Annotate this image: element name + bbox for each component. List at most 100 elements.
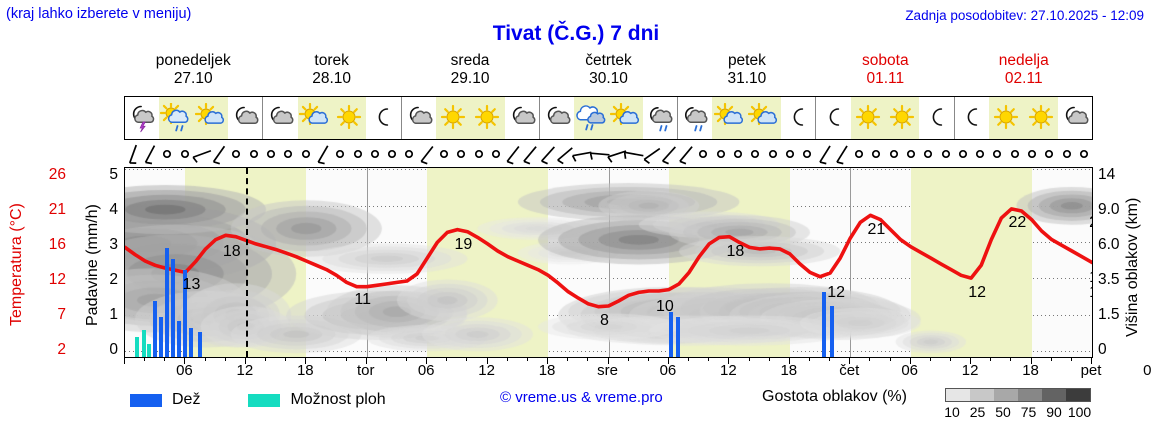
- density-tick: 10: [944, 404, 960, 420]
- day-header-row: ponedeljek 27.10 torek 28.10 sreda 29.10 četrt…: [124, 52, 1093, 88]
- copyright-link[interactable]: © vreme.us & vreme.pro: [500, 389, 663, 406]
- hour-tick: [244, 358, 246, 364]
- temperature-label: 21: [867, 221, 886, 239]
- cloud-height-tick: 6.0: [1098, 236, 1120, 253]
- precipitation-tick: 0: [109, 341, 118, 358]
- wind-calm-icon: [1023, 141, 1040, 167]
- hour-tick: [768, 358, 770, 361]
- wind-barb-icon: [141, 141, 158, 167]
- wind-barb-icon: [660, 141, 677, 167]
- wind-barb-icon: [192, 141, 212, 167]
- weather-icon-cloud-rain: [574, 97, 609, 139]
- precipitation-axis-ticks: 5 4 3 2 1 0: [100, 166, 118, 358]
- hour-tick: [688, 358, 690, 361]
- wind-calm-icon: [885, 141, 902, 167]
- day-date: 28.10: [312, 70, 352, 87]
- temperature-label: 22: [1008, 214, 1027, 232]
- hour-label: 06: [176, 362, 193, 379]
- density-tick: 50: [995, 404, 1011, 420]
- day-date: 01.11: [866, 70, 905, 87]
- wind-calm-icon: [159, 141, 176, 167]
- weather-icon-moon-cloud-showers: [643, 97, 677, 139]
- day-date: 29.10: [450, 70, 490, 87]
- temperature-label: 12: [1089, 284, 1092, 302]
- wind-calm-icon: [747, 141, 764, 167]
- wind-barb-icon: [607, 141, 627, 167]
- wind-calm-icon: [332, 141, 349, 167]
- weather-icon-moon: [366, 97, 400, 139]
- cloud-density-legend: Gostota oblakov (%): [762, 388, 907, 406]
- showers-bar: [142, 329, 147, 357]
- cloud-height-tick: 0: [1098, 341, 1107, 358]
- hour-tick: [909, 358, 911, 364]
- day-date: 02.11: [1004, 70, 1043, 87]
- hour-tick: [748, 358, 750, 361]
- hour-tick: [506, 358, 508, 361]
- weather-icon-moon-cloud-thunder: [125, 97, 159, 139]
- icon-day-5: [678, 97, 817, 139]
- temperature-tick: 2: [57, 341, 66, 358]
- wind-barb-icon: [124, 141, 141, 167]
- hour-tick: [1010, 358, 1012, 361]
- cloud-height-tick: 9.0: [1098, 201, 1120, 218]
- weather-icon-sun: [435, 97, 471, 139]
- rain-swatch: [130, 393, 162, 407]
- wind-barb-icon: [314, 141, 331, 167]
- wind-calm-icon: [1041, 141, 1058, 167]
- hour-tick: [285, 358, 287, 361]
- hour-label-row: 061218tor061218sre061218čet061218pet0612…: [124, 362, 1152, 382]
- hour-tick: [849, 358, 851, 364]
- weather-icon-moon-cloud: [228, 97, 262, 139]
- cloud-density-layer: [125, 168, 1092, 357]
- day-header-4: četrtek 30.10: [539, 52, 677, 88]
- weather-icon-sun: [850, 97, 886, 139]
- weather-icon-moon-cloud: [1058, 97, 1092, 139]
- current-time-marker: [245, 168, 248, 357]
- day-header-6: sobota 01.11: [816, 52, 954, 88]
- hour-label: 06: [1143, 362, 1152, 379]
- rain-bar: [822, 291, 827, 357]
- wind-calm-icon: [850, 141, 867, 167]
- density-tick: 100: [1067, 404, 1092, 420]
- precipitation-legend: Dež Možnost ploh: [130, 388, 386, 412]
- wind-calm-icon: [954, 141, 971, 167]
- hour-tick: [990, 358, 992, 361]
- day-name: sobota: [862, 52, 909, 69]
- cloud-height-axis-ticks: 14 9.0 6.0 3.5 1.5 0: [1098, 166, 1134, 358]
- wind-barb-icon: [418, 141, 435, 167]
- temperature-label: 18: [726, 242, 745, 260]
- precipitation-tick: 1: [109, 306, 118, 323]
- temperature-tick: 16: [48, 236, 66, 253]
- wind-calm-icon: [228, 141, 245, 167]
- weather-icon-moon: [955, 97, 989, 139]
- wind-barb-icon: [556, 141, 573, 167]
- temperature-label: 18: [222, 242, 241, 260]
- day-header-7: nedelja 02.11: [955, 52, 1093, 88]
- rain-bar: [675, 317, 680, 357]
- temperature-label: 8: [599, 312, 609, 330]
- showers-bar: [147, 344, 152, 357]
- wind-calm-icon: [972, 141, 989, 167]
- hour-tick: [949, 358, 951, 361]
- temperature-label: 13: [182, 276, 201, 294]
- wind-barb-icon: [833, 141, 850, 167]
- temperature-label: 19: [454, 235, 473, 253]
- last-updated: Zadnja posodobitev: 27.10.2025 - 12:09: [905, 8, 1144, 23]
- temperature-tick: 12: [48, 271, 66, 288]
- wind-barb-icon: [678, 141, 695, 167]
- weather-icon-sun: [470, 97, 505, 139]
- wind-calm-icon: [366, 141, 383, 167]
- rain-bar: [153, 300, 158, 357]
- rain-bar: [197, 331, 202, 357]
- wind-calm-icon: [920, 141, 937, 167]
- precipitation-tick: 2: [109, 271, 118, 288]
- wind-barb-icon: [816, 141, 833, 167]
- density-step-50: [994, 389, 1018, 401]
- hour-tick: [204, 358, 206, 361]
- precipitation-tick: 4: [109, 201, 118, 218]
- temperature-label: 22: [1089, 214, 1092, 232]
- wind-barb-icon: [624, 141, 644, 167]
- weather-icon-sun-cloud: [712, 97, 747, 139]
- weather-icon-sun-cloud: [193, 97, 228, 139]
- day-name: ponedeljek: [155, 52, 231, 69]
